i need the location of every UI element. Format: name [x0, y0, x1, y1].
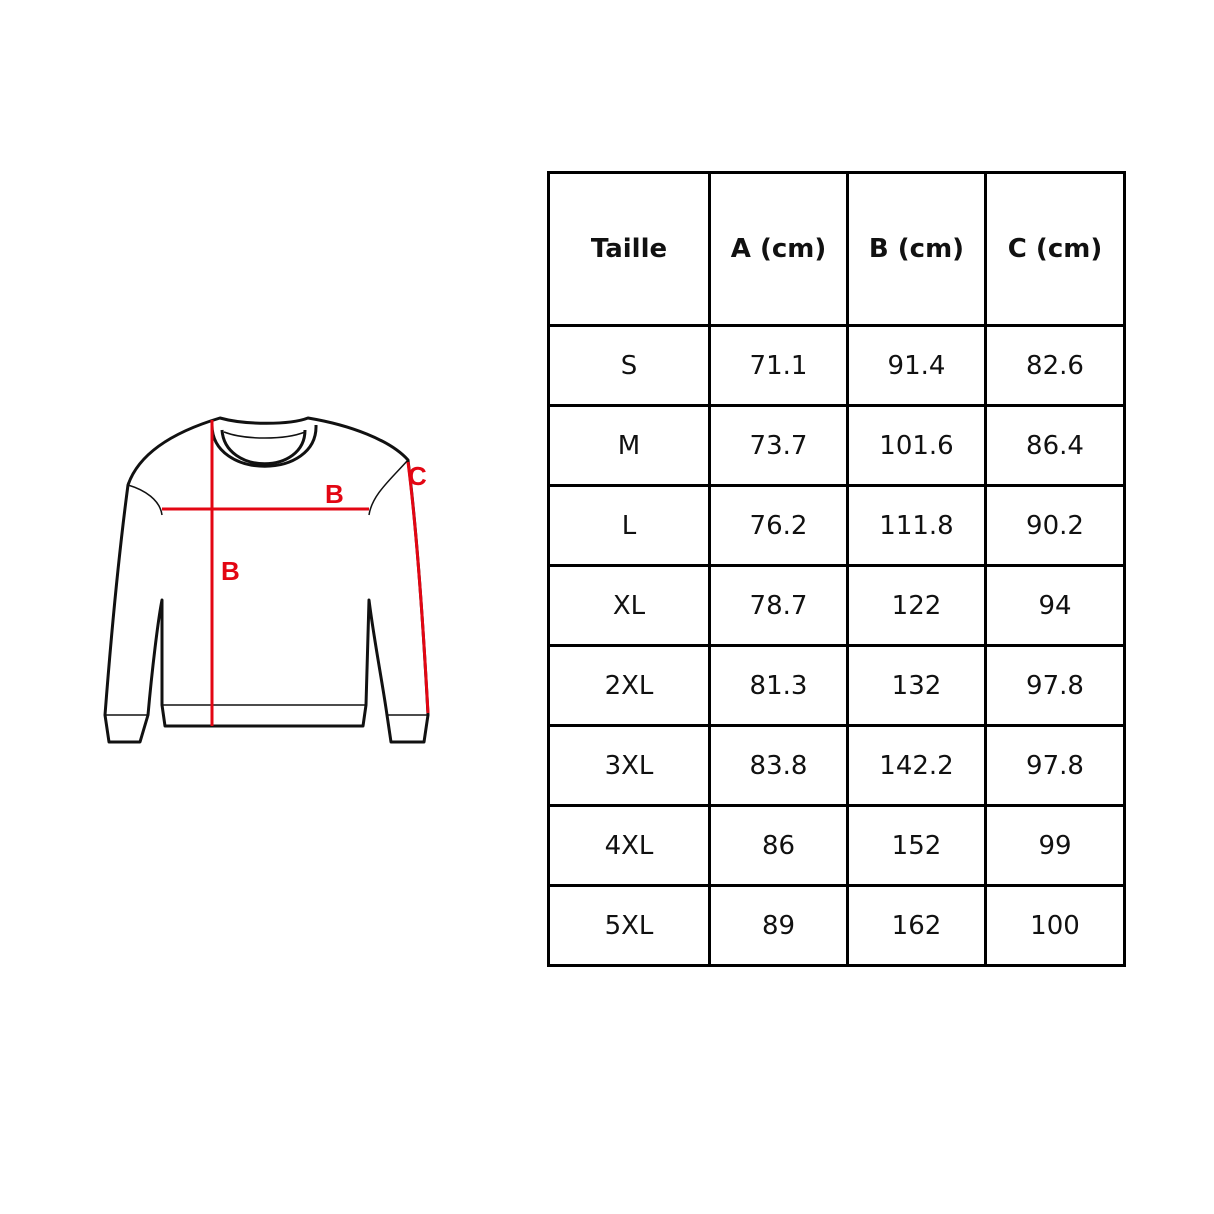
cell-c: 100 — [984, 884, 1126, 967]
header-a: A (cm) — [708, 171, 849, 327]
cell-a: 81.3 — [708, 644, 849, 727]
cell-size: 2XL — [547, 644, 711, 727]
chest-label: B — [325, 479, 344, 509]
header-c: C (cm) — [984, 171, 1126, 327]
cell-size: L — [547, 484, 711, 567]
cell-b: 152 — [846, 804, 987, 887]
table-row: 5XL 89 162 100 — [547, 884, 1126, 967]
cell-b: 132 — [846, 644, 987, 727]
table-row: XL 78.7 122 94 — [547, 564, 1126, 647]
cell-c: 99 — [984, 804, 1126, 887]
cell-a: 73.7 — [708, 404, 849, 487]
cell-size: 4XL — [547, 804, 711, 887]
cell-a: 71.1 — [708, 324, 849, 407]
cell-size: M — [547, 404, 711, 487]
cell-c: 94 — [984, 564, 1126, 647]
cell-a: 83.8 — [708, 724, 849, 807]
header-size: Taille — [547, 171, 711, 327]
cell-a: 78.7 — [708, 564, 849, 647]
sweater-diagram: B B C — [103, 416, 430, 744]
cell-c: 82.6 — [984, 324, 1126, 407]
sweater-outline — [103, 416, 430, 744]
cell-c: 90.2 — [984, 484, 1126, 567]
cell-b: 142.2 — [846, 724, 987, 807]
cell-b: 122 — [846, 564, 987, 647]
cell-a: 89 — [708, 884, 849, 967]
cell-b: 162 — [846, 884, 987, 967]
cell-c: 97.8 — [984, 644, 1126, 727]
cell-size: 5XL — [547, 884, 711, 967]
measurement-lines — [162, 420, 430, 726]
cell-size: XL — [547, 564, 711, 647]
cell-size: S — [547, 324, 711, 407]
table-row: 3XL 83.8 142.2 97.8 — [547, 724, 1126, 807]
cell-c: 97.8 — [984, 724, 1126, 807]
table-row: M 73.7 101.6 86.4 — [547, 404, 1126, 487]
length-label: B — [221, 556, 240, 586]
table-row: L 76.2 111.8 90.2 — [547, 484, 1126, 567]
cell-b: 91.4 — [846, 324, 987, 407]
cell-b: 111.8 — [846, 484, 987, 567]
table-row: 2XL 81.3 132 97.8 — [547, 644, 1126, 727]
cell-a: 86 — [708, 804, 849, 887]
size-table: Taille A (cm) B (cm) C (cm) S 71.1 91.4 82.… — [547, 171, 1126, 967]
table-row: 4XL 86 152 99 — [547, 804, 1126, 887]
cell-c: 86.4 — [984, 404, 1126, 487]
cell-b: 101.6 — [846, 404, 987, 487]
table-header-row: Taille A (cm) B (cm) C (cm) — [547, 171, 1126, 327]
cell-size: 3XL — [547, 724, 711, 807]
sleeve-line — [406, 461, 430, 714]
header-b: B (cm) — [846, 171, 987, 327]
table-row: S 71.1 91.4 82.6 — [547, 324, 1126, 407]
cell-a: 76.2 — [708, 484, 849, 567]
sleeve-label: C — [408, 461, 427, 491]
